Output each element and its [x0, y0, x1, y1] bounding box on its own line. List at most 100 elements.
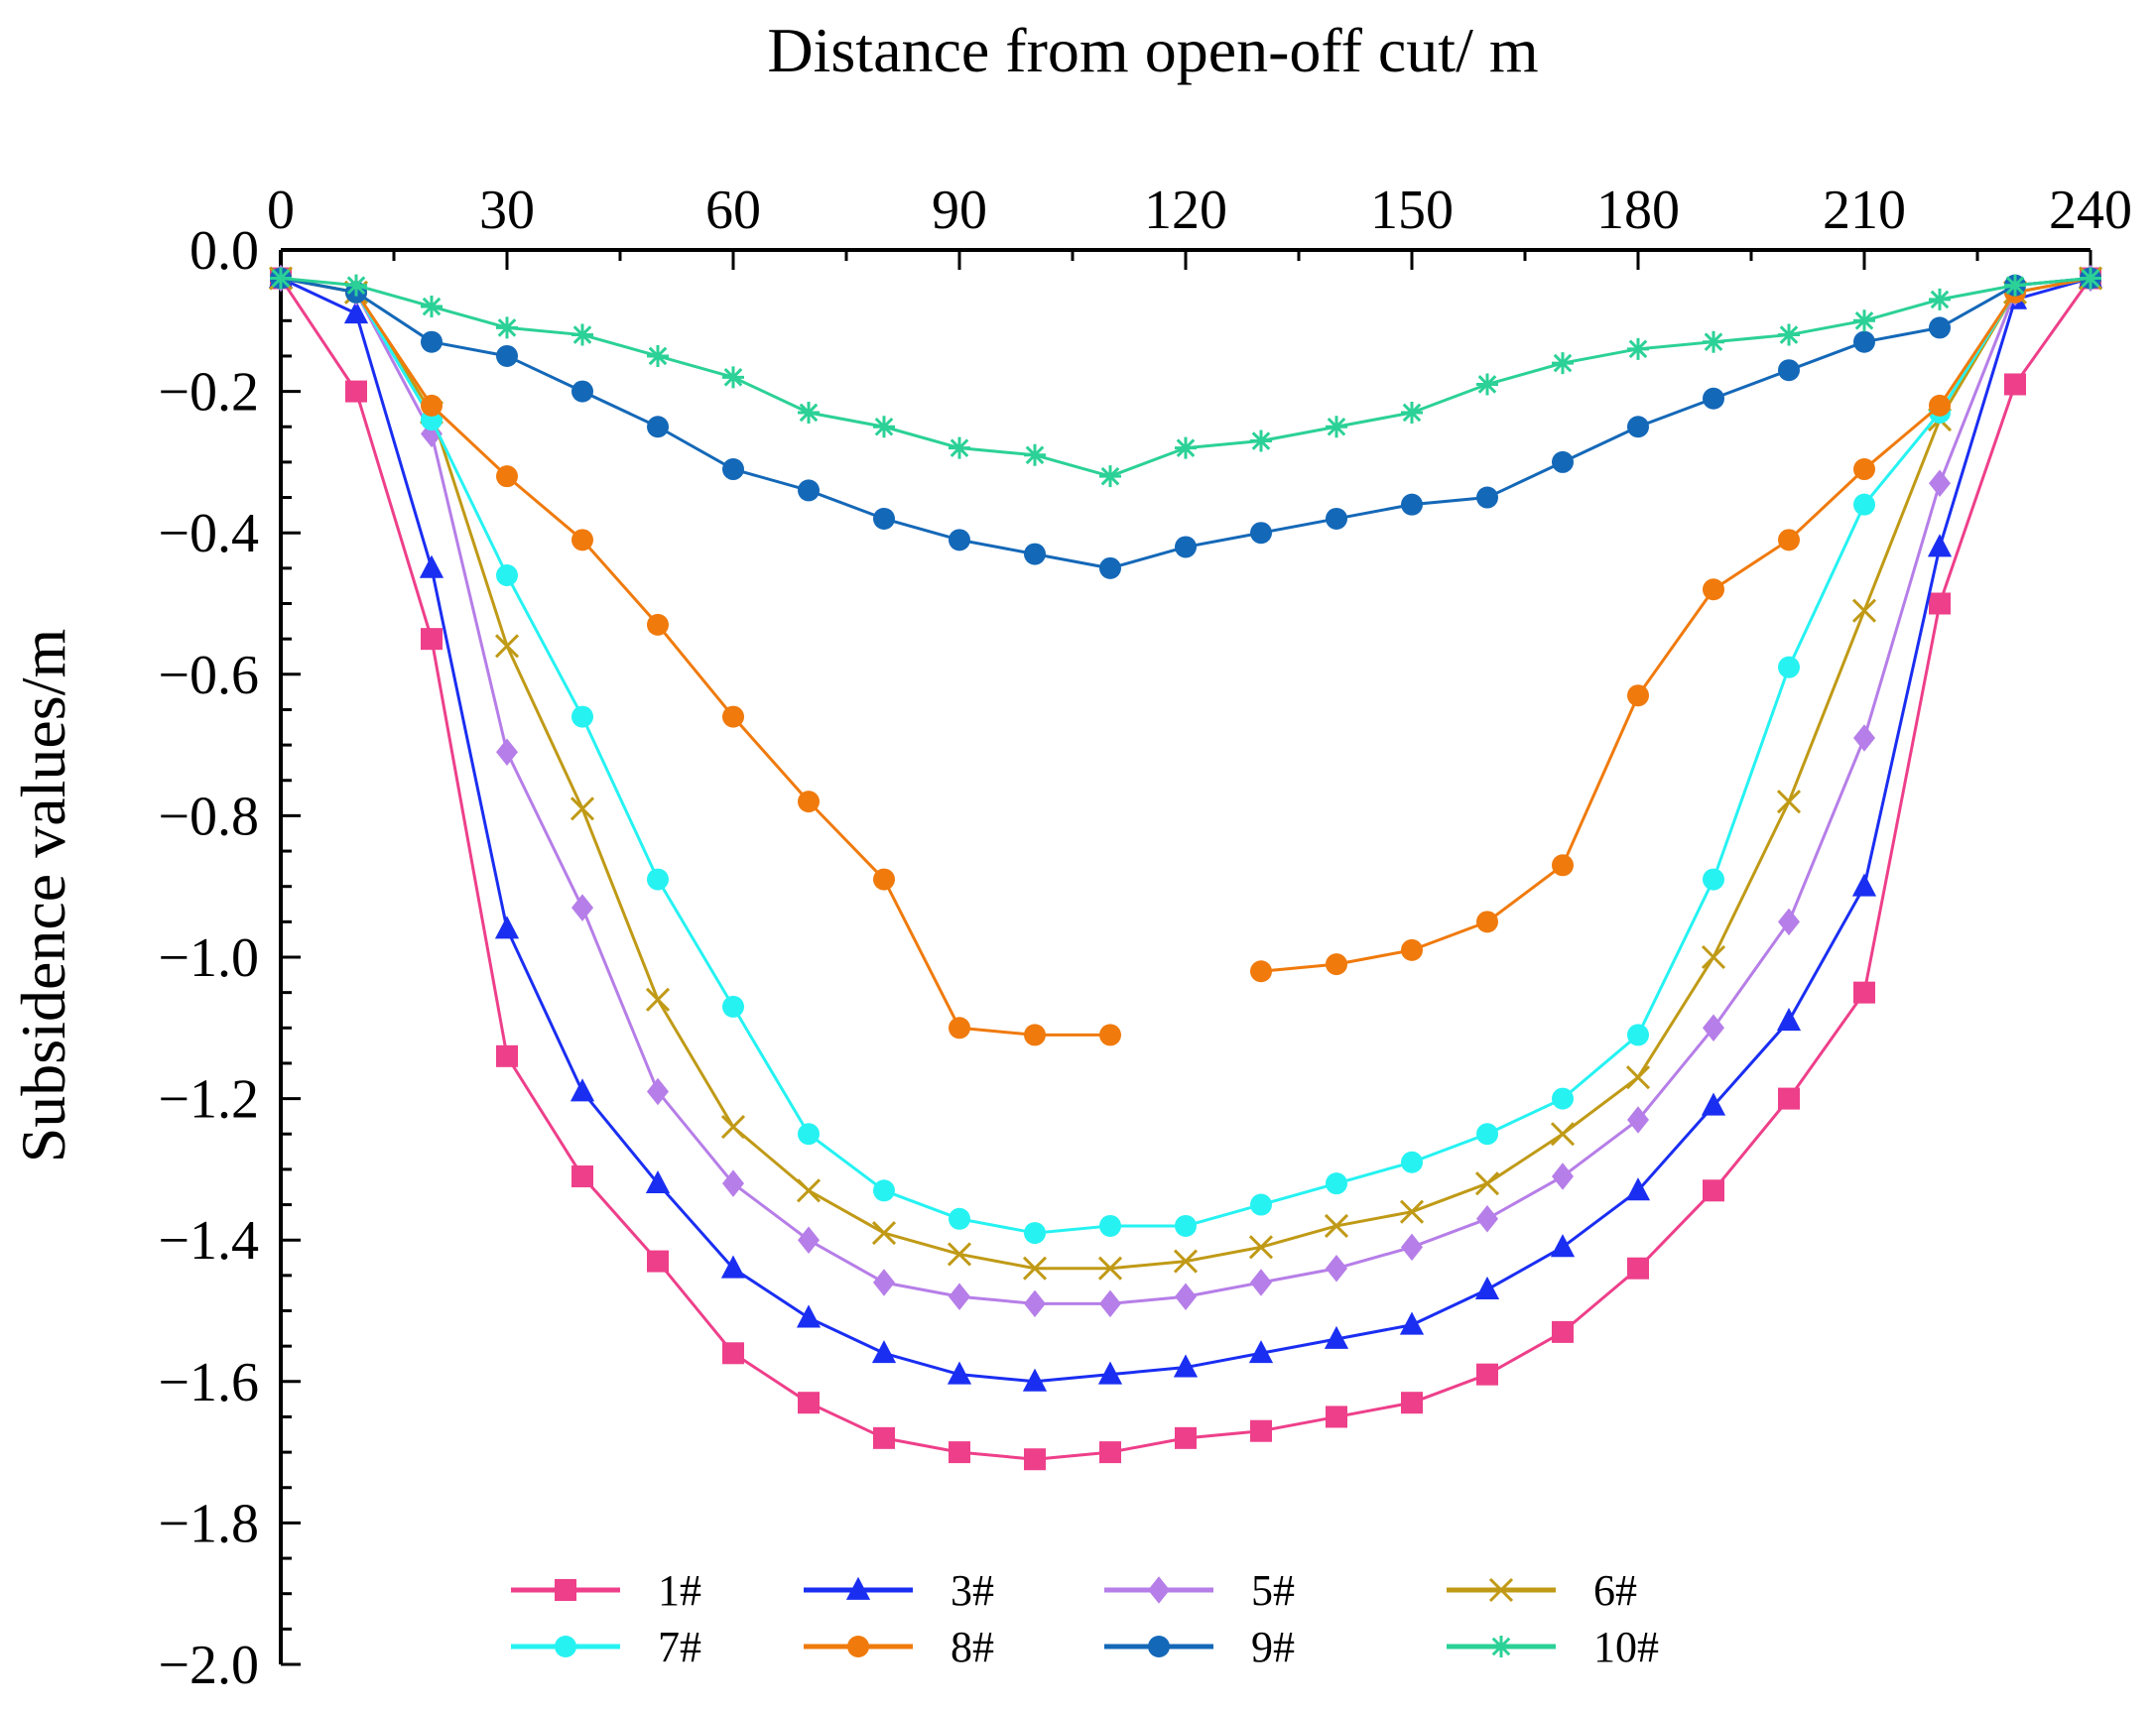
legend-label: 1# — [658, 1566, 701, 1615]
data-point-triangle — [720, 1255, 746, 1279]
data-point-circle — [949, 1017, 970, 1039]
data-point-star — [2080, 267, 2101, 290]
y-tick-label: −1.2 — [158, 1069, 259, 1131]
data-point-star — [1552, 352, 1574, 375]
data-point-diamond — [496, 738, 518, 766]
data-point-circle — [1024, 1222, 1046, 1245]
data-point-square — [1476, 1363, 1498, 1386]
data-point-square — [1627, 1257, 1649, 1280]
data-point-circle — [722, 458, 744, 481]
data-point-circle — [873, 1179, 895, 1202]
series-line — [280, 277, 2092, 1235]
data-point-circle — [949, 529, 970, 551]
data-point-circle — [1778, 359, 1800, 382]
data-point-star — [2004, 274, 2026, 297]
data-point-triangle — [1399, 1311, 1425, 1335]
data-point-diamond — [1401, 1233, 1423, 1262]
data-point-x — [871, 1221, 897, 1246]
data-point-x — [1173, 1249, 1199, 1274]
data-point-triangle — [1022, 1368, 1048, 1392]
x-tick-label: 180 — [1596, 180, 1680, 241]
series-3 — [268, 265, 2103, 1392]
data-point-x — [1097, 1256, 1123, 1281]
data-point-circle — [1627, 684, 1649, 707]
data-point-x — [1399, 1199, 1425, 1224]
data-point-triangle — [1324, 1325, 1349, 1349]
axes: 0 30 60 90 120 150 180 210 240 0.0 −0.2 −0.4 −0.6 −0.… — [158, 180, 2132, 1696]
data-point-diamond — [1552, 1162, 1574, 1190]
data-point-circle — [496, 563, 518, 586]
data-point-circle — [571, 380, 593, 403]
series-9 — [270, 267, 2101, 579]
data-point-diamond — [1853, 724, 1875, 752]
data-point-circle — [1401, 938, 1423, 961]
legend-label: 3# — [951, 1566, 994, 1615]
data-point-star — [1476, 373, 1498, 396]
data-point-circle — [1250, 960, 1272, 983]
data-point-circle — [1326, 507, 1347, 530]
data-point-star — [1175, 436, 1197, 459]
data-point-square — [1099, 1441, 1121, 1464]
data-point-triangle — [796, 1304, 822, 1328]
data-point-star — [421, 296, 443, 318]
data-point-circle — [1326, 953, 1347, 976]
data-point-square — [1326, 1406, 1347, 1428]
data-point-circle — [1853, 330, 1875, 353]
legend-label: 8# — [951, 1623, 994, 1671]
data-point-star — [1099, 465, 1121, 488]
data-point-square — [647, 1250, 669, 1273]
data-point-circle — [1778, 656, 1800, 678]
data-point-diamond — [571, 894, 593, 921]
data-point-circle — [722, 995, 744, 1018]
x-tick-label: 60 — [705, 180, 761, 241]
series-line — [280, 277, 2092, 1305]
data-point-triangle — [871, 1340, 897, 1364]
data-point-star — [798, 401, 820, 424]
legend-label: 7# — [658, 1623, 701, 1671]
data-point-star — [1024, 443, 1046, 466]
series-line — [280, 277, 2092, 1271]
legend-label: 6# — [1593, 1566, 1637, 1615]
data-point-square — [1024, 1448, 1046, 1471]
x-tick-label: 120 — [1144, 180, 1227, 241]
y-tick-label: −1.0 — [158, 927, 259, 989]
data-point-circle — [555, 1636, 576, 1657]
data-point-x — [1022, 1256, 1048, 1281]
series-line — [1260, 277, 2092, 973]
data-point-circle — [1627, 1024, 1649, 1046]
y-tick-label: −0.6 — [158, 645, 259, 706]
data-point-circle — [873, 868, 895, 891]
data-point-circle — [1476, 1123, 1498, 1146]
data-point-triangle — [1248, 1340, 1274, 1364]
data-point-circle — [1853, 458, 1875, 481]
data-point-square — [555, 1579, 576, 1601]
data-point-star — [1778, 323, 1800, 346]
data-point-circle — [421, 394, 443, 417]
data-point-triangle — [1701, 1092, 1726, 1116]
data-point-circle — [722, 705, 744, 728]
x-tick-label: 30 — [479, 180, 535, 241]
data-point-diamond — [1024, 1289, 1046, 1318]
data-point-x — [1488, 1577, 1514, 1603]
data-point-circle — [798, 1123, 820, 1146]
data-point-square — [1778, 1087, 1800, 1110]
data-point-x — [1701, 944, 1726, 970]
data-point-diamond — [1099, 1289, 1121, 1318]
y-tick-label: −1.8 — [158, 1493, 259, 1554]
data-point-circle — [1250, 522, 1272, 545]
y-axis-title: Subsidence values/m — [8, 629, 78, 1163]
data-point-circle — [798, 791, 820, 813]
data-point-square — [2004, 373, 2026, 396]
data-point-circle — [421, 330, 443, 353]
data-point-diamond — [1929, 469, 1951, 498]
data-point-circle — [647, 868, 669, 891]
legend-item-7: 7# — [511, 1623, 701, 1671]
x-tick-label: 210 — [1823, 180, 1906, 241]
data-point-circle — [1627, 416, 1649, 438]
data-point-circle — [1024, 543, 1046, 565]
data-point-circle — [1401, 493, 1423, 516]
data-point-circle — [847, 1636, 869, 1657]
data-point-star — [571, 323, 593, 346]
data-point-circle — [949, 1207, 970, 1230]
data-point-diamond — [1476, 1205, 1498, 1233]
